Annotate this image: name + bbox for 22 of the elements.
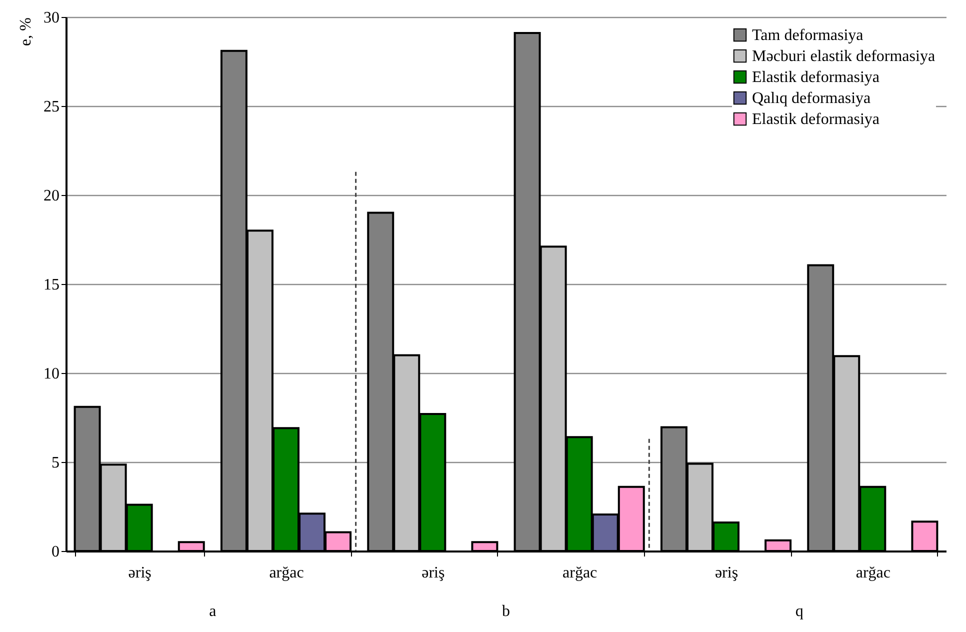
text: b bbox=[502, 603, 510, 620]
legend-label: Elastik deformasiya bbox=[752, 69, 880, 86]
y-axis-title: e, % bbox=[18, 18, 34, 46]
x-tick-label: arğac bbox=[269, 564, 304, 582]
legend-label: Tam deformasiya bbox=[752, 27, 864, 44]
text: a bbox=[209, 603, 216, 620]
legend-label: Qalıq deformasiya bbox=[752, 90, 871, 107]
x-tick-label: əriş bbox=[714, 564, 738, 582]
x-tick-label: arğac bbox=[856, 564, 890, 582]
y-tick-label: 25 bbox=[44, 98, 60, 116]
legend-label: Elastik deformasiya bbox=[752, 111, 880, 128]
x-tick-label: əriş bbox=[422, 564, 445, 582]
y-tick-label: 15 bbox=[44, 276, 60, 294]
y-tick-label: 5 bbox=[52, 454, 60, 472]
y-tick-label: 30 bbox=[44, 10, 60, 26]
legend-label: Məcburi elastik deformasiya bbox=[752, 48, 936, 65]
x-tick-label: əriş bbox=[128, 564, 152, 582]
text: q bbox=[795, 603, 804, 620]
x-tick-label: arğac bbox=[562, 564, 598, 582]
y-tick-label: 0 bbox=[52, 544, 60, 560]
y-tick-label: 20 bbox=[44, 188, 60, 204]
y-tick-label: 10 bbox=[44, 366, 60, 382]
